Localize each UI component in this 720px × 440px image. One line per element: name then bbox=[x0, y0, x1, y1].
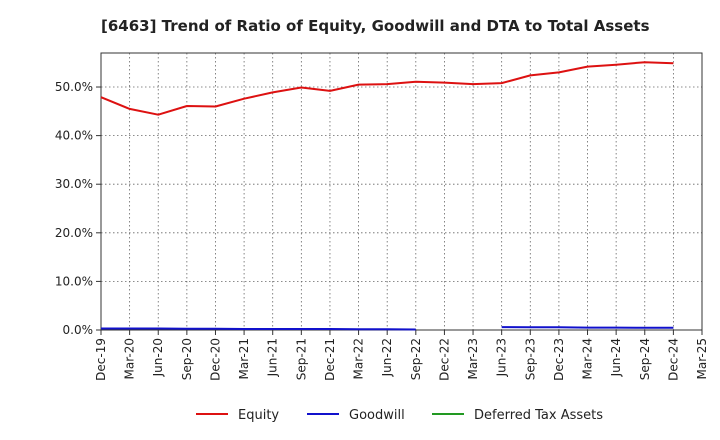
x-tick-label: Jun-22 bbox=[380, 338, 394, 377]
x-tick-label: Jun-23 bbox=[495, 338, 509, 377]
x-tick-label: Mar-20 bbox=[123, 338, 137, 379]
y-axis-ticks: 0.0% 10.0% 20.0% 30.0% 40.0% 50.0% bbox=[55, 80, 101, 337]
series-line-segment bbox=[100, 61, 674, 116]
legend-label: Goodwill bbox=[349, 408, 405, 423]
x-tick-label: Dec-20 bbox=[208, 338, 222, 381]
x-tick-label: Sep-21 bbox=[294, 338, 308, 380]
series-goodwill bbox=[101, 326, 674, 331]
x-tick-label: Sep-23 bbox=[523, 338, 537, 380]
x-tick-label: Jun-20 bbox=[151, 338, 165, 377]
x-tick-label: Dec-19 bbox=[94, 338, 108, 381]
x-tick-label: Jun-21 bbox=[266, 338, 280, 377]
x-tick-label: Sep-24 bbox=[638, 338, 652, 380]
x-tick-label: Mar-24 bbox=[581, 338, 595, 379]
x-tick-label: Mar-25 bbox=[695, 338, 709, 379]
x-axis-ticks: Dec-19 Mar-20 Jun-20 Sep-20 Dec-20 Mar-21 Jun-… bbox=[94, 330, 709, 381]
y-tick-label: 40.0% bbox=[55, 129, 93, 143]
x-tick-label: Mar-21 bbox=[237, 338, 251, 379]
legend-label: Equity bbox=[238, 408, 279, 423]
y-tick-label: 50.0% bbox=[55, 80, 93, 94]
legend-label: Deferred Tax Assets bbox=[474, 408, 603, 423]
chart-title: [6463] Trend of Ratio of Equity, Goodwil… bbox=[101, 17, 650, 35]
plot-frame bbox=[100, 52, 703, 331]
legend-item: Deferred Tax Assets bbox=[432, 408, 603, 423]
y-tick-label: 20.0% bbox=[55, 226, 93, 240]
series-line-segment bbox=[101, 327, 416, 331]
grid bbox=[100, 53, 703, 331]
series-equity bbox=[100, 61, 674, 116]
y-tick-label: 10.0% bbox=[55, 274, 93, 288]
y-tick-label: 0.0% bbox=[63, 323, 94, 337]
x-tick-label: Dec-24 bbox=[666, 338, 680, 381]
x-tick-label: Mar-23 bbox=[466, 338, 480, 379]
legend-item: Goodwill bbox=[307, 408, 405, 423]
y-tick-label: 30.0% bbox=[55, 177, 93, 191]
x-tick-label: Dec-23 bbox=[552, 338, 566, 381]
x-tick-label: Dec-21 bbox=[323, 338, 337, 381]
legend: Equity Goodwill Deferred Tax Assets bbox=[196, 408, 603, 423]
x-tick-label: Sep-20 bbox=[180, 338, 194, 380]
plot-area-border bbox=[100, 52, 703, 331]
x-tick-label: Dec-22 bbox=[437, 338, 451, 381]
series-lines bbox=[100, 61, 674, 331]
legend-item: Equity bbox=[196, 408, 279, 423]
x-tick-label: Mar-22 bbox=[352, 338, 366, 379]
x-tick-label: Sep-22 bbox=[409, 338, 423, 380]
series-line-segment bbox=[501, 326, 674, 329]
x-tick-label: Jun-24 bbox=[609, 338, 623, 377]
